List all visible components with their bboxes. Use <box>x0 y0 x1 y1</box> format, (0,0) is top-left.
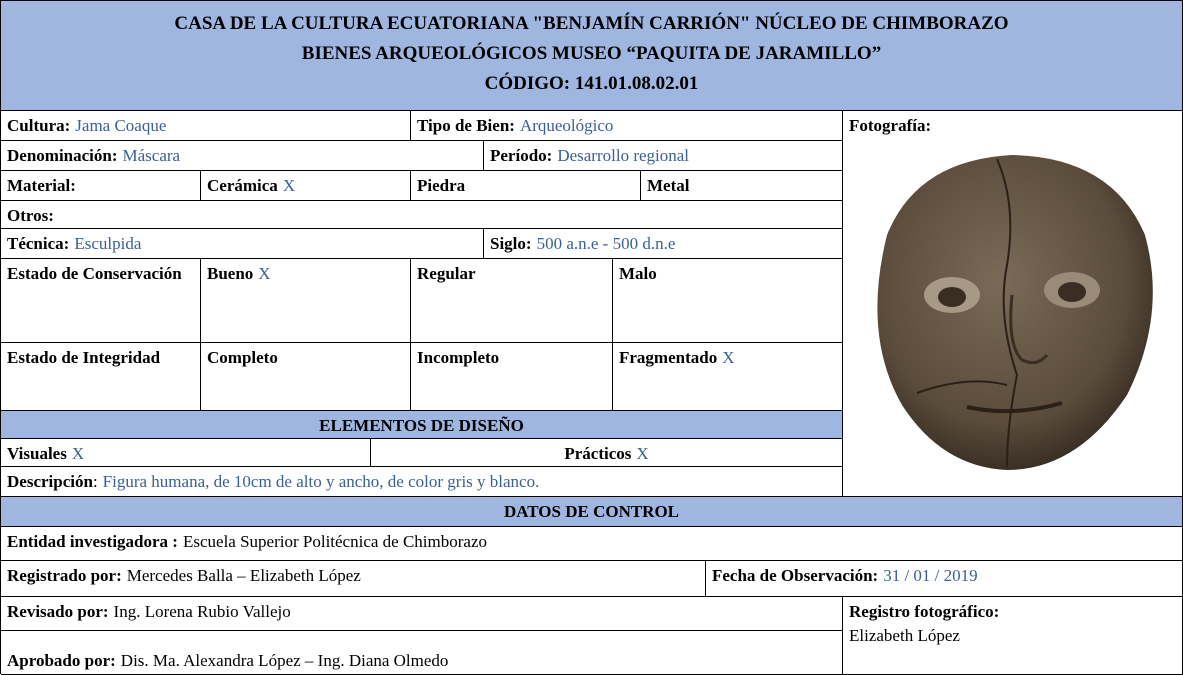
header-line: CASA DE LA CULTURA ECUATORIANA "BENJAMÍN… <box>174 13 1009 34</box>
header-line: BIENES ARQUEOLÓGICOS MUSEO “PAQUITA DE J… <box>301 43 882 64</box>
field-value: X <box>722 348 735 367</box>
field-label: Fecha de Observación: <box>712 566 879 585</box>
field-cell: Cultura: Jama Coaque <box>1 111 411 141</box>
field-value: 500 a.n.e - 500 d.n.e <box>536 234 676 253</box>
field-cell: Otros: <box>1 201 843 229</box>
field-cell: Incompleto <box>411 343 613 411</box>
field-cell: Completo <box>201 343 411 411</box>
field-value: X <box>282 176 296 195</box>
field-label: Estado de Conservación <box>7 264 182 283</box>
field-value: Mercedes Balla – Elizabeth López <box>126 566 361 585</box>
field-cell: Estado de Integridad <box>1 343 201 411</box>
field-label: Técnica: <box>7 234 70 253</box>
field-value: Escuela Superior Politécnica de Chimbora… <box>182 532 488 551</box>
design-cell: Descripción: Figura humana, de 10cm de al… <box>1 467 843 497</box>
field-label: Registrado por: <box>7 566 122 585</box>
field-cell: Período: Desarrollo regional <box>484 141 843 171</box>
field-label: Descripción <box>7 472 93 491</box>
photo-label: Fotografía: <box>849 116 932 135</box>
field-cell: Material: <box>1 171 201 201</box>
field-label: Siglo: <box>490 234 532 253</box>
header: CASA DE LA CULTURA ECUATORIANA "BENJAMÍN… <box>1 1 1183 111</box>
field-value: Máscara <box>122 146 181 165</box>
field-cell: Fragmentado X <box>613 343 843 411</box>
section-title: ELEMENTOS DE DISEÑO <box>1 411 843 439</box>
field-label: Cerámica <box>207 176 278 195</box>
field-label: Entidad investigadora : <box>7 532 178 551</box>
field-cell: Piedra <box>411 171 641 201</box>
field-label: Aprobado por: <box>7 651 116 670</box>
control-cell: Registro fotográfico: Elizabeth López <box>843 597 1183 675</box>
control-cell: Aprobado por: Dis. Ma. Alexandra López – … <box>1 631 843 675</box>
field-value: Dis. Ma. Alexandra López – Ing. Diana Ol… <box>120 651 449 670</box>
field-label: Estado de Integridad <box>7 348 161 367</box>
field-label: Metal <box>647 176 690 195</box>
field-cell: Cerámica X <box>201 171 411 201</box>
field-label: Cultura: <box>7 116 71 135</box>
field-label: Malo <box>619 264 657 283</box>
field-cell: Denominación: Máscara <box>1 141 484 171</box>
field-label: Piedra <box>417 176 466 195</box>
field-label: Otros: <box>7 206 54 225</box>
field-label: Fragmentado <box>619 348 718 367</box>
field-value: Ing. Lorena Rubio Vallejo <box>113 602 291 621</box>
field-cell: Bueno X <box>201 259 411 343</box>
field-label: Bueno <box>207 264 254 283</box>
field-cell: Malo <box>613 259 843 343</box>
field-label: Denominación: <box>7 146 118 165</box>
field-value: 31 / 01 / 2019 <box>883 566 978 585</box>
field-label: Regular <box>417 264 476 283</box>
field-value: Arqueológico <box>519 116 614 135</box>
field-label: Material: <box>7 176 76 195</box>
field-label: Revisado por: <box>7 602 109 621</box>
field-value: X <box>258 264 271 283</box>
field-cell: Técnica: Esculpida <box>1 229 484 259</box>
field-cell: Metal <box>641 171 843 201</box>
field-cell: Tipo de Bien: Arqueológico <box>411 111 843 141</box>
section-title: DATOS DE CONTROL <box>1 497 1183 527</box>
field-value: Figura humana, de 10cm de alto y ancho, … <box>102 472 540 491</box>
field-cell: Regular <box>411 259 613 343</box>
field-label: Registro fotográfico: <box>849 602 1000 621</box>
header-line: CÓDIGO: 141.01.08.02.01 <box>484 73 699 94</box>
field-value: Esculpida <box>74 234 142 253</box>
field-value: X <box>636 444 649 463</box>
field-label: Prácticos <box>564 444 632 463</box>
photo-cell: Fotografía: <box>843 111 1183 497</box>
field-value: Jama Coaque <box>75 116 167 135</box>
field-label: Visuales <box>7 444 67 463</box>
field-value: X <box>71 444 85 463</box>
field-value: Desarrollo regional <box>557 146 690 165</box>
field-value: Elizabeth López <box>849 626 960 645</box>
control-cell: Entidad investigadora : Escuela Superior … <box>1 527 1183 561</box>
control-cell: Fecha de Observación: 31 / 01 / 2019 <box>706 561 1183 597</box>
field-label: Período: <box>490 146 553 165</box>
field-label: Tipo de Bien: <box>417 116 515 135</box>
design-cell: Prácticos X <box>371 439 843 467</box>
field-cell: Estado de Conservación <box>1 259 201 343</box>
mask-photo <box>877 155 1153 470</box>
control-cell: Registrado por: Mercedes Balla – Elizabet… <box>1 561 706 597</box>
field-cell: Siglo: 500 a.n.e - 500 d.n.e <box>484 229 843 259</box>
control-cell: Revisado por: Ing. Lorena Rubio Vallejo <box>1 597 843 631</box>
field-label: Incompleto <box>417 348 500 367</box>
design-cell: Visuales X <box>1 439 371 467</box>
field-label: Completo <box>207 348 278 367</box>
separator: : <box>92 472 98 491</box>
